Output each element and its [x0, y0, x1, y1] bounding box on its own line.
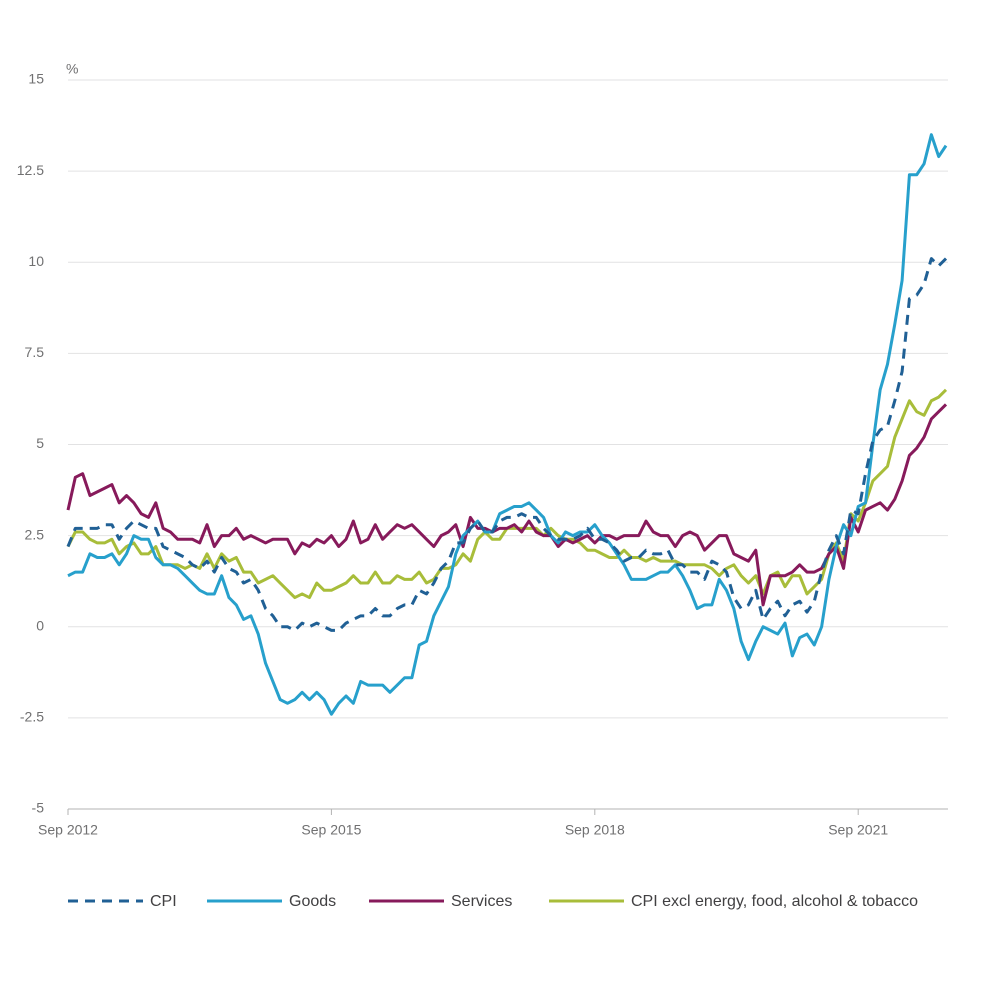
legend-label: CPI excl energy, food, alcohol & tobacco [631, 893, 918, 910]
y-tick-label: 12.5 [17, 162, 44, 178]
y-tick-label: 10 [28, 253, 44, 269]
x-tick-label: Sep 2021 [828, 822, 888, 838]
legend: CPI Goods Services CPI excl energy, food, a… [68, 893, 918, 910]
y-tick-label: 0 [36, 617, 44, 633]
y-tick-label: 5 [36, 435, 44, 451]
y-tick-label: 2.5 [25, 526, 45, 542]
series-line [66, 388, 948, 600]
y-tick-label: -5 [32, 800, 45, 816]
x-tick-label: Sep 2018 [565, 822, 625, 838]
legend-label: Services [451, 893, 512, 910]
series-line [66, 257, 948, 632]
legend-label: Goods [289, 893, 336, 910]
y-tick-label: -2.5 [20, 709, 44, 725]
legend-label: CPI [150, 893, 177, 910]
series-line [67, 133, 948, 716]
y-axis-unit: % [66, 61, 78, 77]
y-tick-label: 7.5 [25, 344, 45, 360]
x-tick-label: Sep 2015 [301, 822, 361, 838]
x-tick-label: Sep 2012 [38, 822, 98, 838]
y-tick-label: 15 [28, 71, 44, 87]
series-line [66, 403, 948, 607]
